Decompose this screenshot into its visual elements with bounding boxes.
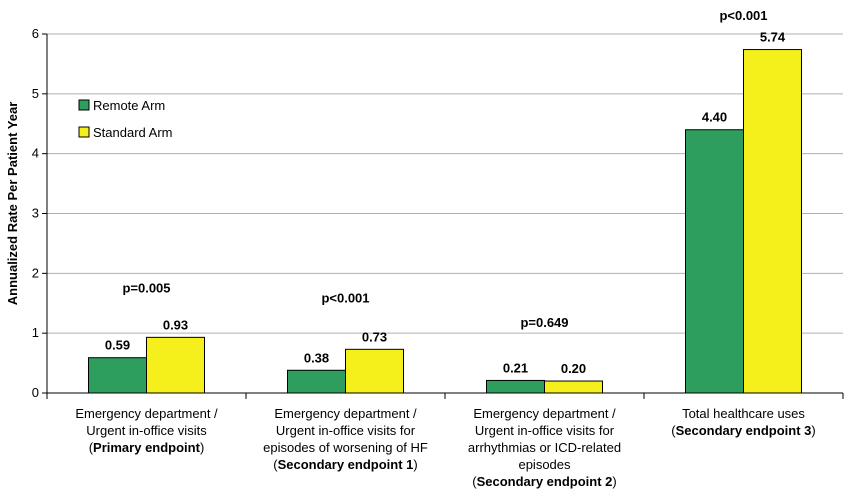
x-category-label: Emergency department /	[75, 406, 218, 421]
x-category-label: Emergency department /	[473, 406, 616, 421]
bar-remote	[486, 379, 545, 394]
x-category-label: arrhythmias or ICD-related	[468, 440, 621, 455]
data-label: 0.59	[105, 338, 130, 353]
bars	[88, 49, 802, 394]
bar-standard	[345, 348, 404, 394]
bar-remote	[287, 369, 346, 394]
legend-swatch	[78, 126, 90, 138]
x-category-label: Total healthcare uses	[682, 406, 805, 421]
x-category-label: episodes of worsening of HF	[263, 440, 428, 455]
y-tick-label: 1	[32, 325, 39, 340]
data-label: 0.93	[163, 317, 188, 332]
x-category-label: Urgent in-office visits for	[475, 423, 615, 438]
legend-label: Remote Arm	[93, 98, 165, 113]
data-label: 0.20	[561, 361, 586, 376]
y-tick-label: 4	[32, 146, 39, 161]
y-tick-label: 0	[32, 385, 39, 400]
bar-standard	[743, 49, 802, 394]
x-category-label: (Secondary endpoint 2)	[472, 474, 617, 489]
p-value-annotation: p<0.001	[719, 8, 767, 23]
y-tick-label: 3	[32, 206, 39, 221]
data-label: 0.21	[503, 360, 528, 375]
x-category-label: (Secondary endpoint 1)	[273, 457, 418, 472]
y-tick-label: 6	[32, 26, 39, 41]
x-category-label: Urgent in-office visits for	[276, 423, 416, 438]
bar-remote	[685, 129, 744, 394]
legend-swatch	[78, 99, 90, 111]
data-label: 4.40	[702, 110, 727, 125]
data-labels: 0.59 0.38 0.21 4.40 0.93 0.73 0.20 5.74 p=0.005 p…	[105, 8, 786, 376]
p-value-annotation: p=0.649	[520, 315, 568, 330]
p-value-annotation: p<0.001	[321, 290, 369, 305]
x-category-label: Urgent in-office visits	[86, 423, 207, 438]
data-label: 0.38	[304, 350, 329, 365]
bar-standard	[146, 336, 205, 394]
x-category-label: episodes	[518, 457, 571, 472]
y-tick-label: 5	[32, 86, 39, 101]
legend: Remote Arm Standard Arm	[78, 98, 173, 140]
y-tick-label: 2	[32, 265, 39, 280]
bar-standard	[544, 380, 603, 394]
bar-remote	[88, 357, 147, 394]
x-category-label: (Secondary endpoint 3)	[671, 423, 816, 438]
data-label: 5.74	[760, 30, 786, 45]
x-category-label: (Primary endpoint)	[89, 440, 205, 455]
axes: 0 1 2 3 4 5 6 Emergency department / Urgent in-o…	[32, 26, 844, 489]
x-category-label: Emergency department /	[274, 406, 417, 421]
p-value-annotation: p=0.005	[122, 280, 170, 295]
data-label: 0.73	[362, 329, 387, 344]
legend-label: Standard Arm	[93, 125, 173, 140]
y-axis-label: Annualized Rate Per Patient Year	[5, 102, 20, 306]
